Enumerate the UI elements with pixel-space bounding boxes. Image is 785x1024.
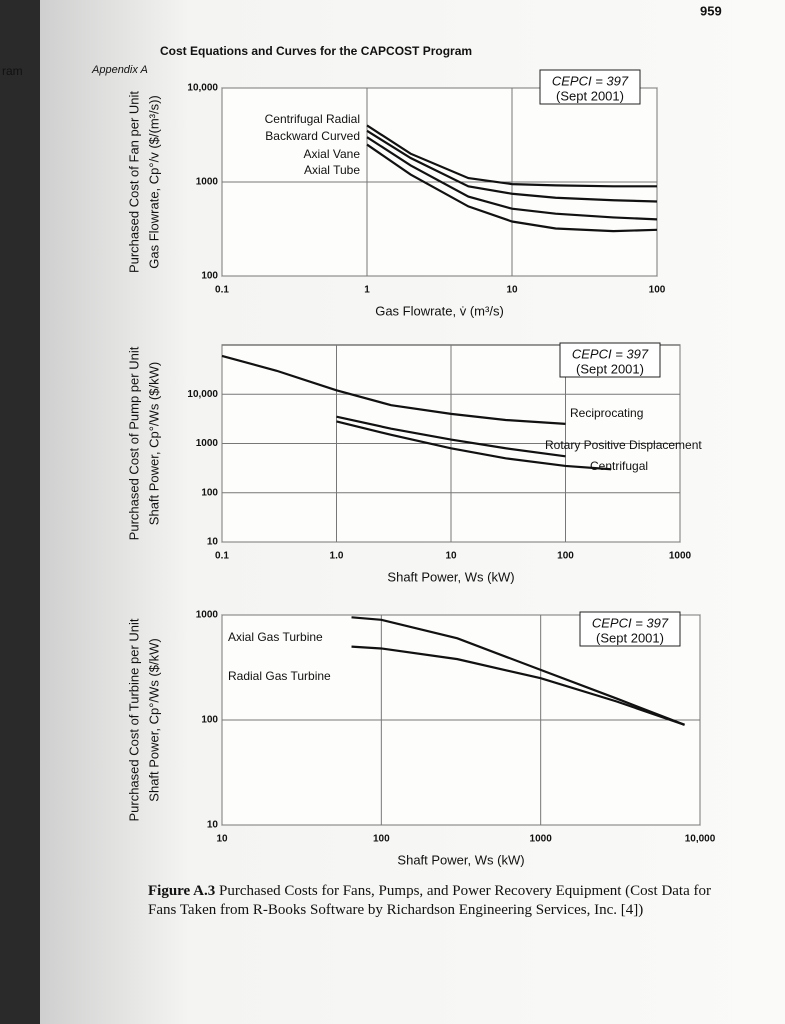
x-tick-label: 1000 bbox=[669, 551, 692, 562]
annotation: CEPCI = 397 bbox=[592, 615, 669, 630]
header-title: Cost Equations and Curves for the CAPCOS… bbox=[160, 44, 472, 58]
series-label: Backward Curved bbox=[265, 129, 360, 143]
y-tick-label: 10,000 bbox=[187, 389, 218, 400]
x-tick-label: 10 bbox=[506, 285, 518, 296]
annotation: (Sept 2001) bbox=[596, 630, 664, 645]
page-number: 959 bbox=[700, 3, 722, 18]
x-tick-label: 100 bbox=[373, 834, 390, 845]
annotation: CEPCI = 397 bbox=[572, 346, 649, 361]
series-label: Radial Gas Turbine bbox=[228, 669, 331, 683]
caption: Figure A.3 Purchased Costs for Fans, Pum… bbox=[148, 882, 718, 920]
y-axis-label: Purchased Cost of Fan per Unit bbox=[126, 91, 141, 273]
y-tick-label: 100 bbox=[201, 271, 218, 282]
y-tick-label: 100 bbox=[201, 487, 218, 498]
series-label: Axial Gas Turbine bbox=[228, 630, 323, 644]
annotation-box bbox=[579, 611, 681, 647]
series-line bbox=[366, 124, 657, 188]
y-tick-label: 10 bbox=[207, 820, 219, 831]
y-axis-label: Purchased Cost of Turbine per Unit bbox=[126, 618, 141, 821]
y-axis-label: Purchased Cost of Pump per Unit bbox=[126, 346, 141, 540]
annotation: (Sept 2001) bbox=[576, 361, 644, 376]
series-line bbox=[351, 616, 685, 726]
y-tick-label: 100 bbox=[201, 715, 218, 726]
caption-label: Figure A.3 bbox=[148, 883, 216, 899]
x-tick-label: 10,000 bbox=[685, 834, 716, 845]
series-label: Axial Tube bbox=[304, 163, 360, 177]
x-tick-label: 100 bbox=[557, 551, 574, 562]
x-tick-label: 1 bbox=[364, 285, 370, 296]
series-line bbox=[221, 354, 566, 425]
annotation: CEPCI = 397 bbox=[552, 73, 629, 88]
series-line bbox=[366, 143, 658, 233]
x-tick-label: 1.0 bbox=[330, 551, 344, 562]
series-label: Axial Vane bbox=[304, 147, 361, 161]
x-tick-label: 10 bbox=[216, 834, 228, 845]
series-line bbox=[366, 136, 658, 221]
x-tick-label: 100 bbox=[649, 285, 666, 296]
series-label: Reciprocating bbox=[570, 406, 643, 420]
series-line bbox=[351, 645, 685, 726]
series-label: Centrifugal bbox=[590, 459, 648, 473]
series-label: Rotary Positive Displacement bbox=[545, 438, 702, 452]
x-axis-label: Shaft Power, Ws (kW) bbox=[387, 569, 514, 584]
side-text: ram bbox=[2, 64, 23, 78]
y-axis-label: Shaft Power, Cp°/Ws ($/kW) bbox=[146, 362, 161, 525]
series-line bbox=[336, 420, 612, 471]
x-tick-label: 10 bbox=[445, 551, 457, 562]
x-tick-label: 0.1 bbox=[215, 551, 229, 562]
series-label: Centrifugal Radial bbox=[265, 112, 360, 126]
x-tick-label: 0.1 bbox=[215, 285, 229, 296]
y-axis-label: Shaft Power, Cp°/Ws ($/kW) bbox=[146, 638, 161, 801]
annotation-box bbox=[539, 69, 641, 105]
y-tick-label: 10,000 bbox=[187, 83, 218, 94]
annotation: (Sept 2001) bbox=[556, 88, 624, 103]
series-line bbox=[366, 129, 658, 203]
y-axis-label: Gas Flowrate, Cp°/v ($/(m³/s)) bbox=[146, 95, 161, 269]
series-line bbox=[336, 415, 566, 458]
annotation-box bbox=[559, 342, 661, 378]
y-tick-label: 10 bbox=[207, 537, 219, 548]
x-axis-label: Shaft Power, Ws (kW) bbox=[397, 852, 524, 867]
x-tick-label: 1000 bbox=[530, 834, 553, 845]
caption-text: Purchased Costs for Fans, Pumps, and Pow… bbox=[148, 883, 711, 918]
header: Appendix A bbox=[91, 64, 148, 76]
x-axis-label: Gas Flowrate, v̇ (m³/s) bbox=[375, 303, 504, 318]
y-tick-label: 1000 bbox=[196, 177, 219, 188]
y-tick-label: 1000 bbox=[196, 438, 219, 449]
y-tick-label: 1000 bbox=[196, 610, 219, 621]
